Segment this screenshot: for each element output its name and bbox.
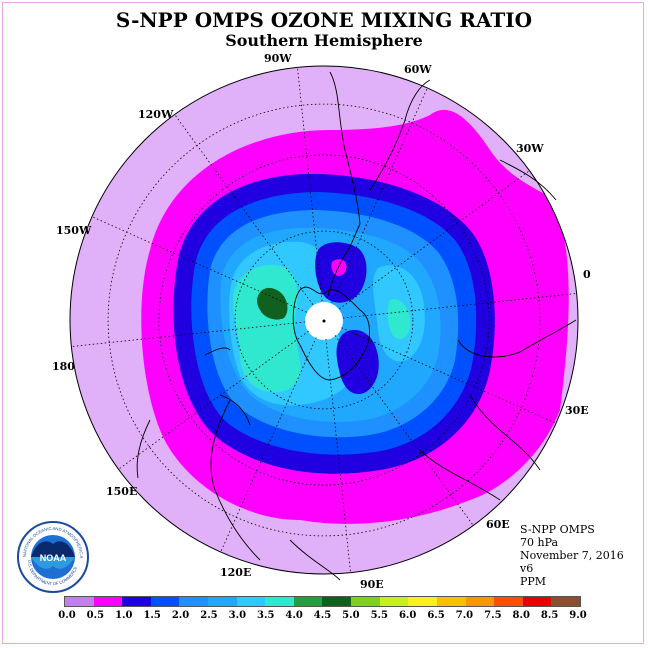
aqua-east [387, 299, 411, 339]
colorbar-tick-label: 5.5 [370, 610, 388, 621]
lon-label-60e: 60E [486, 518, 510, 531]
magenta-spot [331, 259, 347, 276]
info-version: v6 [520, 562, 534, 575]
colorbar-tick-label: 7.5 [484, 610, 502, 621]
meridian-line [297, 67, 323, 302]
meridian-line [220, 337, 317, 553]
colorbar-cell [122, 597, 151, 606]
colorbar-tick-label: 0.0 [58, 610, 76, 621]
colorbar-cell [322, 597, 352, 606]
meridian-line [118, 330, 309, 470]
info-date: November 7, 2016 [520, 549, 624, 562]
latitude-circle [158, 154, 490, 486]
map-subtitle: Southern Hemisphere [225, 31, 423, 50]
colorbar-cell [150, 597, 180, 606]
lon-label-90e: 90E [360, 578, 384, 591]
colorbar-tick-label: 3.5 [257, 610, 275, 621]
info-units: PPM [520, 575, 547, 588]
info-instrument: S-NPP OMPS [520, 523, 595, 536]
meridian-line [341, 327, 557, 424]
colorbar-tick-label: 8.5 [540, 610, 559, 621]
colorbar-cell [522, 597, 552, 606]
colorbar-cell [465, 597, 495, 606]
info-block: S-NPP OMPS 70 hPa November 7, 2016 v6 PP… [520, 523, 624, 588]
meridian-line [91, 216, 307, 313]
colorbar-tick-label: 4.0 [285, 610, 303, 621]
colorbar-tick-label: 5.0 [342, 610, 360, 621]
lon-label-120w: 120W [138, 108, 174, 121]
colorbar-cell [351, 597, 380, 606]
meridian-line [174, 114, 314, 305]
meridian-line [331, 87, 428, 303]
colorbar-tick-label: 2.0 [171, 610, 190, 621]
colorbar-cell [93, 597, 123, 606]
colorbar-tick-label: 4.5 [313, 610, 332, 621]
colorbar-tick-label: 1.5 [143, 610, 161, 621]
colorbar-cell [179, 597, 209, 606]
colorbar-tick-label: 0.5 [86, 610, 105, 621]
info-pressure: 70 hPa [520, 536, 559, 549]
lon-label-180: 180 [52, 360, 75, 373]
lon-label-150w: 150W [56, 224, 92, 237]
graticule [71, 67, 577, 573]
map-outline [69, 65, 579, 575]
colorbar-tick-label: 2.5 [200, 610, 218, 621]
meridian-line [339, 170, 530, 310]
green-core [256, 287, 288, 320]
colorbar-tick-label: 9.0 [569, 610, 587, 621]
colorbar-cell [293, 597, 323, 606]
colorbar-cell [436, 597, 466, 606]
colorbar-cell [65, 597, 94, 606]
lon-label-30w: 30W [516, 142, 544, 155]
colorbar-cell [494, 597, 523, 606]
colorbar-tick-label: 6.0 [398, 610, 417, 621]
noaa-logo: NOAA NATIONAL OCEANIC AND ATMOSPHERIC AD… [16, 520, 89, 593]
map-title: S-NPP OMPS OZONE MIXING RATIO [115, 8, 533, 32]
pole-marker [322, 319, 326, 323]
colorbar-cell [551, 597, 580, 606]
lon-label-0: 0 [583, 268, 591, 281]
lon-label-30e: 30E [565, 404, 589, 417]
lon-label-150e: 150E [106, 485, 138, 498]
colorbar-cell [408, 597, 437, 606]
lon-label-60w: 60W [404, 63, 432, 76]
colorbar-tick-label: 1.0 [115, 610, 133, 621]
colorbar [64, 596, 581, 607]
colorbar-cell [236, 597, 266, 606]
colorbar-tick-label: 7.0 [455, 610, 474, 621]
colorbar-cell [208, 597, 237, 606]
colorbar-cell [379, 597, 409, 606]
noaa-logo-text: NOAA [40, 553, 67, 563]
latitude-circle [107, 103, 541, 537]
colorbar-tick-label: 6.5 [427, 610, 445, 621]
latitude-circle [234, 230, 414, 410]
lon-label-120e: 120E [220, 566, 252, 579]
colorbar-tick-label: 8.0 [512, 610, 530, 621]
meridian-line [71, 321, 306, 347]
lon-label-90w: 90W [264, 52, 292, 65]
colorbar-tick-label: 3.0 [228, 610, 247, 621]
meridian-line [334, 335, 474, 526]
colorbar-cell [265, 597, 294, 606]
coastlines [136, 71, 577, 581]
